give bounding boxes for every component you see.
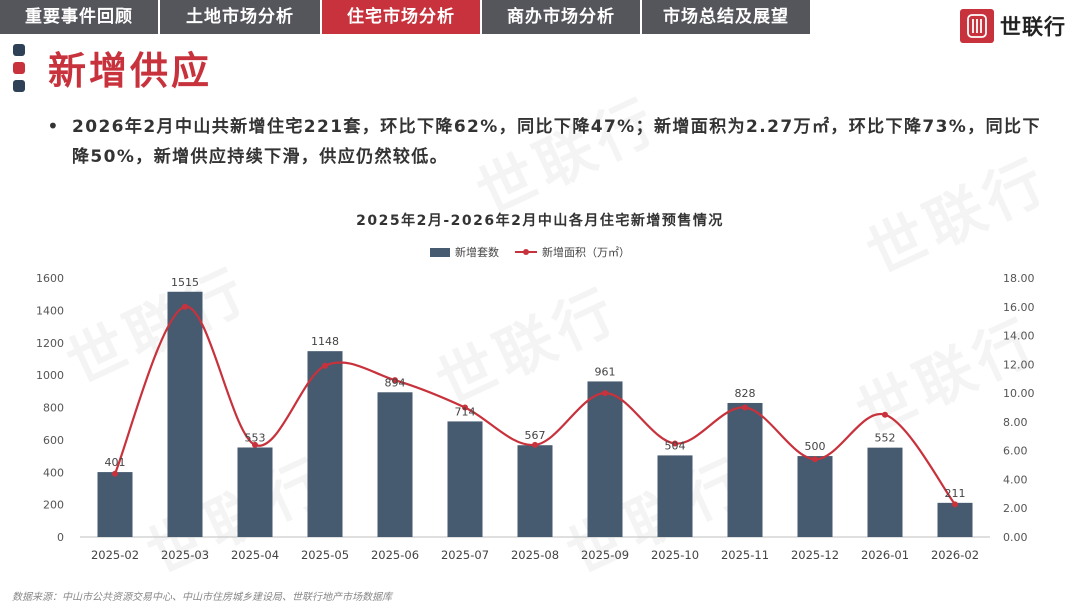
y-left-tick-label: 800: [43, 402, 64, 415]
area-point: [462, 404, 468, 411]
tab-residential-market[interactable]: 住宅市场分析: [322, 0, 482, 34]
area-point: [672, 440, 678, 447]
bar-data-label: 500: [805, 440, 826, 453]
bar: [867, 447, 903, 537]
y-left-tick-label: 1400: [36, 304, 64, 317]
y-left-tick-label: 0: [57, 531, 64, 544]
section-marker: [13, 44, 25, 98]
bar-data-label: 211: [945, 487, 966, 500]
bar-data-label: 552: [875, 432, 896, 445]
y-left-tick-label: 400: [43, 466, 64, 479]
bar: [377, 392, 413, 537]
bar: [237, 447, 273, 537]
data-source-note: 数据来源：中山市公共资源交易中心、中山市住房城乡建设局、世联行地产市场数据库: [12, 592, 392, 603]
area-point: [392, 377, 398, 384]
y-right-tick-label: 10.00: [1003, 387, 1035, 400]
legend-bar-swatch: [430, 247, 450, 257]
area-point: [882, 411, 888, 418]
x-tick-label: 2025-12: [791, 548, 839, 562]
bar: [307, 351, 343, 537]
y-left-tick-label: 200: [43, 499, 64, 512]
bar: [727, 402, 763, 537]
bar: [937, 502, 973, 537]
legend-item-area: 新增面积（万㎡）: [515, 244, 630, 260]
marker-square: [13, 80, 25, 92]
x-tick-label: 2025-06: [371, 548, 419, 562]
area-point: [812, 456, 818, 463]
x-tick-label: 2026-02: [931, 548, 979, 562]
chart-title: 2025年2月-2026年2月中山各月住宅新增预售情况: [356, 213, 724, 229]
bar-data-label: 714: [455, 405, 476, 418]
x-tick-label: 2025-10: [651, 548, 699, 562]
area-point: [182, 303, 188, 310]
x-tick-label: 2025-07: [441, 548, 489, 562]
y-right-tick-label: 14.00: [1003, 330, 1035, 343]
area-point: [252, 441, 258, 448]
legend-label: 新增套数: [455, 246, 499, 259]
area-point: [322, 362, 328, 369]
x-tick-label: 2025-09: [581, 548, 629, 562]
bullet-dot-icon: •: [47, 114, 59, 138]
area-point: [112, 470, 118, 477]
legend-line-swatch: [515, 247, 537, 257]
bar-data-label: 553: [245, 431, 266, 444]
x-tick-label: 2025-08: [511, 548, 559, 562]
marker-square: [13, 62, 25, 74]
bar: [657, 455, 693, 537]
bar-data-label: 567: [525, 429, 546, 442]
x-tick-label: 2025-02: [91, 548, 139, 562]
y-right-tick-label: 8.00: [1003, 416, 1028, 429]
x-tick-label: 2026-01: [861, 548, 909, 562]
y-right-tick-label: 0.00: [1003, 531, 1028, 544]
y-right-tick-label: 2.00: [1003, 502, 1028, 515]
bar-data-label: 961: [595, 365, 616, 378]
chart-legend: 新增套数 新增面积（万㎡）: [430, 244, 646, 260]
y-right-tick-label: 16.00: [1003, 301, 1035, 314]
legend-label: 新增面积（万㎡）: [542, 246, 630, 259]
bar: [587, 381, 623, 537]
tab-important-events[interactable]: 重要事件回顾: [0, 0, 160, 34]
y-left-tick-label: 1600: [36, 272, 64, 285]
x-tick-label: 2025-04: [231, 548, 279, 562]
bar: [97, 472, 133, 537]
y-right-tick-label: 6.00: [1003, 445, 1028, 458]
bar-data-label: 1148: [311, 335, 339, 348]
top-tab-bar: 重要事件回顾 土地市场分析 住宅市场分析 商办市场分析 市场总结及展望: [0, 0, 810, 34]
bar-data-label: 828: [735, 387, 756, 400]
logo-text: 世联行: [1000, 15, 1066, 39]
marker-square: [13, 44, 25, 56]
bar-data-label: 894: [385, 376, 406, 389]
tab-summary-outlook[interactable]: 市场总结及展望: [642, 0, 810, 34]
x-tick-label: 2025-11: [721, 548, 769, 562]
tab-land-market[interactable]: 土地市场分析: [160, 0, 322, 34]
y-right-tick-label: 4.00: [1003, 473, 1028, 486]
y-right-tick-label: 18.00: [1003, 272, 1035, 285]
bar: [797, 456, 833, 537]
summary-text: 2026年2月中山共新增住宅221套，环比下降62%，同比下降47%；新增面积为…: [72, 117, 1041, 167]
y-left-tick-label: 1000: [36, 369, 64, 382]
y-left-tick-label: 600: [43, 434, 64, 447]
bar: [167, 291, 203, 537]
x-tick-label: 2025-05: [301, 548, 349, 562]
area-point: [532, 441, 538, 448]
tab-commercial-market[interactable]: 商办市场分析: [482, 0, 642, 34]
bar: [447, 421, 483, 537]
legend-item-units: 新增套数: [430, 244, 499, 260]
brand-logo: 世联行: [960, 6, 1066, 46]
area-point: [742, 404, 748, 411]
area-point: [602, 390, 608, 397]
logo-seal-icon: [960, 9, 994, 43]
bar-data-label: 401: [105, 456, 126, 469]
y-left-tick-label: 1200: [36, 337, 64, 350]
combo-chart: 0 200 400 600 800 1000 1200 1400 1600 0.00 2.00 4.0…: [36, 272, 1035, 562]
area-point: [952, 501, 958, 508]
y-right-tick-label: 12.00: [1003, 358, 1035, 371]
bar: [517, 445, 553, 537]
x-tick-label: 2025-03: [161, 548, 209, 562]
bar-data-label: 504: [665, 439, 686, 452]
bar-data-label: 1515: [171, 276, 199, 289]
section-title: 新增供应: [48, 49, 213, 93]
